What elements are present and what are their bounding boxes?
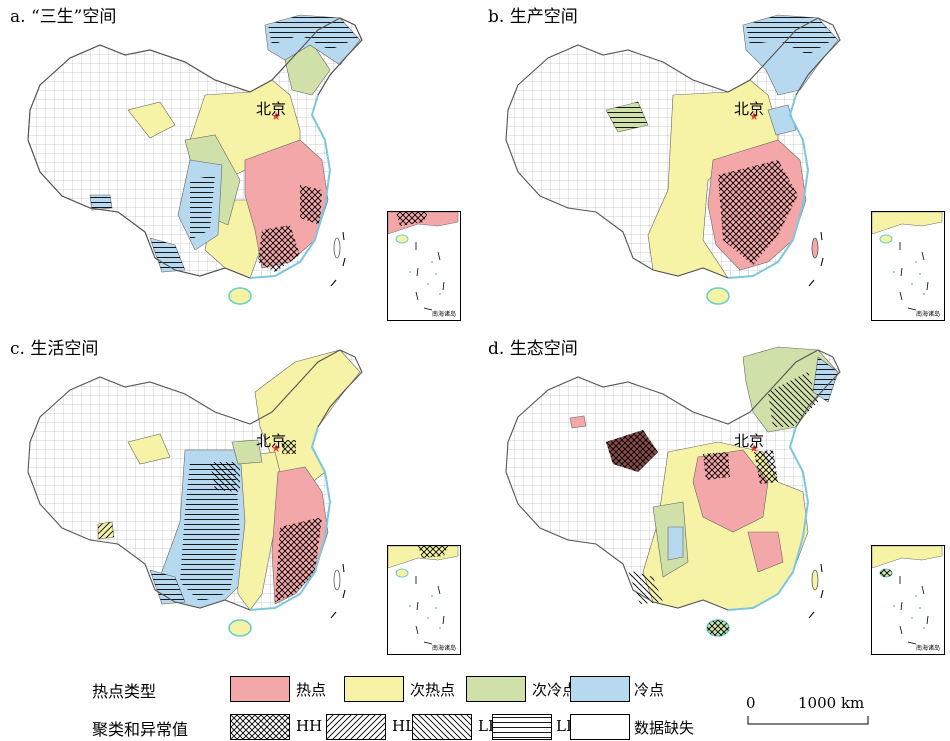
map-legend: 热点类型 热点 次热点 次冷点 冷点 聚类和异常值 HH HL LH LL 数据… xyxy=(0,672,950,741)
coastline xyxy=(249,94,332,279)
region-hot xyxy=(747,531,784,573)
hainan-island xyxy=(228,619,252,637)
region-hl xyxy=(98,522,114,539)
region-ll xyxy=(180,462,240,602)
inset-label: 南海诸岛 xyxy=(431,645,456,652)
coastline xyxy=(727,426,810,611)
panel-title: d. 生态空间 xyxy=(488,339,578,359)
region-ll xyxy=(268,15,358,50)
region-ll xyxy=(150,238,185,272)
hainan-island xyxy=(228,287,252,305)
region-hh xyxy=(754,450,778,484)
swatch-hot-label: 热点 xyxy=(296,681,327,699)
map-panel-c: ★ c. 生活空间 北京 南海诸岛 xyxy=(0,332,465,662)
china-map-c: ★ xyxy=(27,349,363,637)
inset-label: 南海诸岛 xyxy=(915,311,940,318)
capital-label: 北京 xyxy=(256,432,287,450)
south-china-sea-inset: 南海诸岛 xyxy=(387,211,461,321)
nine-dash-line xyxy=(330,231,346,287)
hainan-island xyxy=(706,287,730,305)
nine-dash-line xyxy=(808,231,824,287)
region-hh xyxy=(703,452,730,480)
cluster-heading: 聚类和异常值 xyxy=(92,720,189,739)
hotspot-heading: 热点类型 xyxy=(92,682,157,701)
region-cold xyxy=(767,104,797,136)
inset-label: 南海诸岛 xyxy=(431,311,456,318)
scale-bar: 0 1000 km xyxy=(746,694,876,734)
region-ll xyxy=(150,570,185,604)
region-ll xyxy=(606,102,648,132)
region-hh xyxy=(300,185,322,225)
region-ll xyxy=(90,195,112,210)
swatch-hl xyxy=(326,714,386,740)
region-sub-hot xyxy=(127,101,176,139)
panel-title: a. “三生”空间 xyxy=(10,7,117,27)
capital-label: 北京 xyxy=(734,432,765,450)
swatch-hl-label: HL xyxy=(392,717,416,735)
map-panel-d: ★ d. 生态空间 北京 南海诸岛 xyxy=(478,332,945,662)
panel-title: b. 生产空间 xyxy=(488,7,578,27)
swatch-sub-cold-label: 次冷点 xyxy=(532,681,578,699)
china-map-b: ★ xyxy=(505,14,841,305)
scale-end-label: 1000 km xyxy=(798,694,865,712)
taiwan-island xyxy=(811,569,819,591)
region-ll xyxy=(190,175,215,240)
region-cold xyxy=(667,526,684,561)
nine-dash-line xyxy=(808,563,824,619)
region-hh xyxy=(258,225,300,272)
inset-label: 南海诸岛 xyxy=(915,645,940,652)
region-hot xyxy=(569,415,587,429)
region-sub-hot xyxy=(127,433,171,465)
south-china-sea-inset: 南海诸岛 xyxy=(871,211,945,321)
swatch-ll xyxy=(492,714,552,740)
swatch-cold xyxy=(570,676,630,702)
china-map-a: ★ xyxy=(27,14,363,305)
region-hh xyxy=(282,440,296,454)
coastline xyxy=(727,94,810,279)
south-china-sea-inset: 南海诸岛 xyxy=(871,545,945,655)
swatch-hot xyxy=(230,676,290,702)
taiwan-island xyxy=(333,237,341,259)
scale-start-label: 0 xyxy=(746,694,756,712)
capital-star: ★ xyxy=(749,110,759,123)
swatch-lh xyxy=(412,714,472,740)
region-hh xyxy=(606,430,658,472)
capital-label: 北京 xyxy=(256,100,287,118)
swatch-missing xyxy=(570,714,630,740)
capital-star: ★ xyxy=(271,442,281,455)
region-ll xyxy=(813,357,838,402)
region-lh xyxy=(628,570,663,604)
china-map-d: ★ xyxy=(505,346,841,637)
swatch-missing-label: 数据缺失 xyxy=(634,719,695,737)
region-sub-cold xyxy=(231,439,263,465)
map-panel-a: ★ a. “三生”空间 北京 南海诸岛 xyxy=(0,0,465,330)
panel-title: c. 生活空间 xyxy=(10,339,99,359)
nine-dash-line xyxy=(330,563,346,619)
taiwan-island xyxy=(333,569,341,591)
region-hh xyxy=(718,160,798,265)
swatch-cold-label: 冷点 xyxy=(634,681,665,699)
swatch-sub-hot-label: 次热点 xyxy=(410,681,456,699)
taiwan-island xyxy=(811,237,819,259)
capital-star: ★ xyxy=(749,442,759,455)
coastline xyxy=(249,426,332,611)
swatch-sub-hot xyxy=(344,676,404,702)
map-panel-b: ★ b. 生产空间 北京 南海诸岛 xyxy=(478,0,945,330)
region-lh xyxy=(768,372,818,427)
south-china-sea-inset: 南海诸岛 xyxy=(387,545,461,655)
region-sub-hot xyxy=(647,79,779,279)
region-lh xyxy=(210,462,240,492)
capital-label: 北京 xyxy=(734,100,765,118)
swatch-sub-cold xyxy=(466,676,526,702)
swatch-hh-label: HH xyxy=(296,717,323,735)
region-hh xyxy=(275,517,322,602)
capital-star: ★ xyxy=(271,110,281,123)
swatch-hh xyxy=(230,714,290,740)
